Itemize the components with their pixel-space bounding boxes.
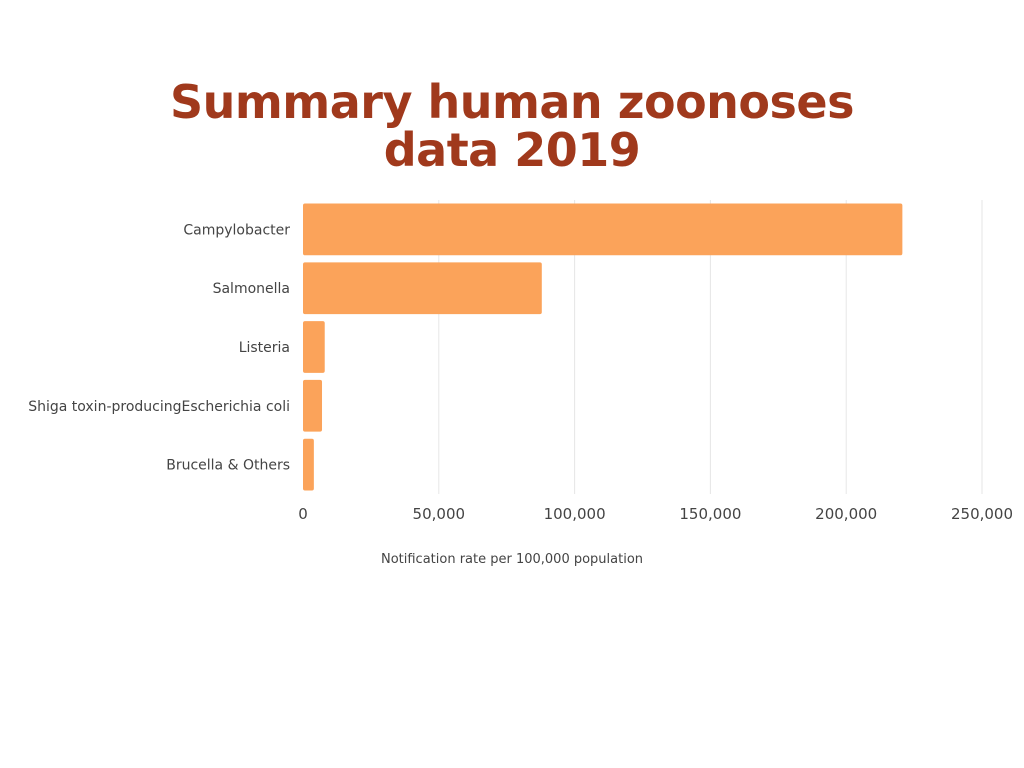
bar-campylobacter: [303, 203, 903, 256]
x-axis-title: Notification rate per 100,000 population: [381, 552, 643, 567]
bar-shiga-toxin-producingescherichia-coli: [303, 379, 323, 432]
category-label: Brucella & Others: [166, 458, 290, 474]
category-label: Salmonella: [213, 281, 290, 297]
chart-title-line-1: Summary human zoonoses: [170, 75, 855, 129]
x-tick-label: 0: [298, 505, 308, 523]
x-tick-label: 200,000: [815, 505, 877, 523]
bar-brucella-others: [303, 438, 314, 491]
x-axis-tick-labels: 0 50,000 100,000 150,000 200,000 250,000: [298, 505, 1013, 523]
x-tick-label: 50,000: [413, 505, 466, 523]
chart-title: Summary human zoonoses data 2019: [0, 78, 1024, 174]
chart-title-line-2: data 2019: [383, 123, 641, 177]
category-label: Listeria: [239, 340, 290, 356]
x-tick-label: 100,000: [544, 505, 606, 523]
category-labels: Campylobacter Salmonella Listeria Shiga tox…: [28, 222, 290, 473]
bar-salmonella: [303, 262, 542, 315]
x-tick-label: 250,000: [951, 505, 1013, 523]
bars: [303, 203, 903, 491]
x-tick-label: 150,000: [679, 505, 741, 523]
category-label: Campylobacter: [183, 222, 290, 238]
bar-listeria: [303, 321, 325, 373]
category-label: Shiga toxin-producingEscherichia coli: [28, 399, 290, 415]
